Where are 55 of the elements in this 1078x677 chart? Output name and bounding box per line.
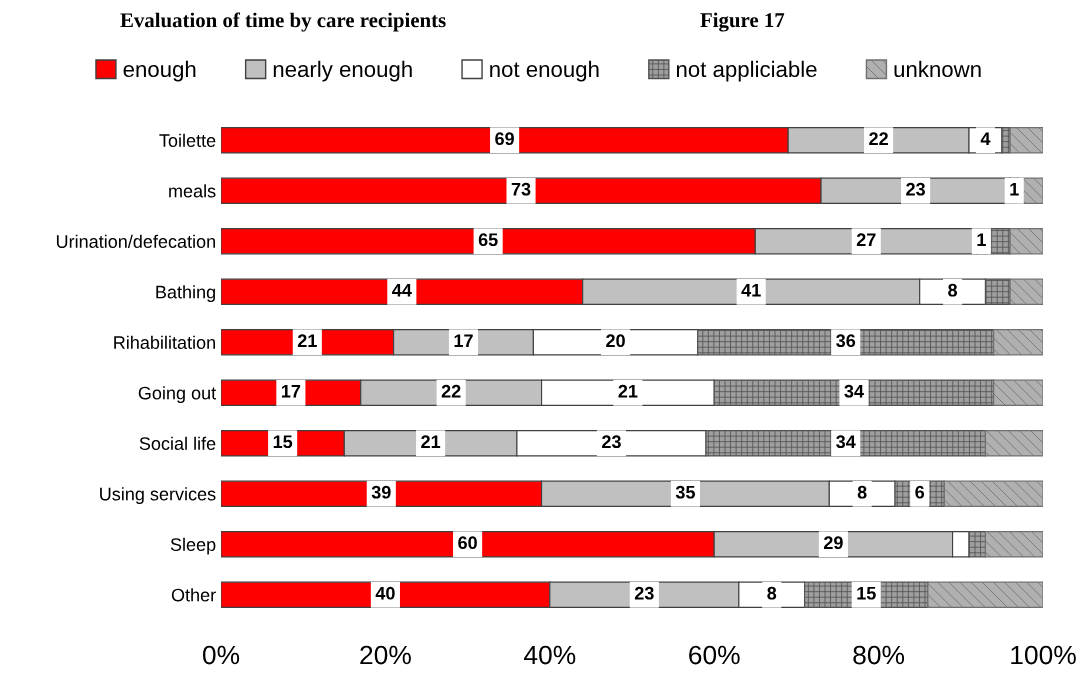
x-tick-label: 80% bbox=[853, 645, 905, 665]
data-label: 34 bbox=[844, 384, 864, 398]
data-label: 73 bbox=[511, 182, 531, 196]
x-tick-label: 100% bbox=[1011, 645, 1076, 665]
x-tick-label: 60% bbox=[689, 645, 740, 665]
data-label: 23 bbox=[602, 435, 621, 449]
data-label: 21 bbox=[421, 435, 441, 448]
data-label: 29 bbox=[823, 536, 843, 550]
legend-label: nearly enough bbox=[273, 60, 412, 82]
data-label: 4 bbox=[980, 132, 991, 145]
legend-label: unknown bbox=[894, 60, 981, 78]
y-tick-label: Sleep bbox=[170, 537, 216, 555]
data-label: 8 bbox=[767, 586, 777, 600]
y-tick-label: Bathing bbox=[156, 285, 215, 303]
data-label: 17 bbox=[454, 334, 473, 347]
data-label: 36 bbox=[836, 334, 856, 348]
data-label: 6 bbox=[915, 485, 925, 499]
data-label: 40 bbox=[375, 586, 395, 600]
caption: Figure 17 bbox=[700, 12, 785, 32]
y-tick-label: Other bbox=[171, 588, 216, 602]
x-tick-label: 40% bbox=[524, 645, 576, 665]
data-label: 21 bbox=[297, 334, 317, 347]
y-tick-label: meals bbox=[169, 184, 216, 198]
y-tick-label: Going out bbox=[138, 386, 217, 404]
data-label: 41 bbox=[741, 284, 761, 297]
data-label: 22 bbox=[869, 132, 888, 145]
data-label: 27 bbox=[856, 233, 876, 246]
data-label: 8 bbox=[948, 283, 958, 297]
data-label: 22 bbox=[441, 384, 461, 398]
legend-label: not enough bbox=[490, 60, 599, 82]
data-label: 65 bbox=[478, 233, 498, 247]
data-label: 23 bbox=[906, 182, 925, 196]
data-label: 23 bbox=[634, 586, 654, 600]
y-tick-label: Toilette bbox=[159, 133, 216, 147]
data-label: 34 bbox=[836, 435, 856, 449]
y-tick-label: Social life bbox=[139, 436, 216, 450]
x-tick-label: 0% bbox=[202, 645, 240, 665]
data-label: 15 bbox=[857, 587, 876, 600]
x-tick-label: 20% bbox=[360, 645, 411, 665]
y-tick-label: Urination/defecation bbox=[56, 234, 215, 248]
data-label: 44 bbox=[392, 284, 412, 297]
data-label: 39 bbox=[371, 485, 391, 499]
legend-label: enough bbox=[123, 60, 196, 82]
data-label: 20 bbox=[606, 334, 625, 348]
data-label: 60 bbox=[458, 536, 477, 550]
y-tick-label: Using services bbox=[100, 487, 216, 505]
data-label: 69 bbox=[495, 132, 514, 146]
data-label: 21 bbox=[618, 384, 638, 398]
data-label: 15 bbox=[273, 435, 293, 449]
data-label: 8 bbox=[857, 485, 867, 499]
chart-title: Evaluation of time by care recipients bbox=[120, 12, 446, 32]
data-label: 35 bbox=[675, 485, 695, 499]
legend-label: not appliciable bbox=[676, 60, 817, 82]
data-label: 17 bbox=[281, 385, 301, 398]
y-tick-label: Rihabilitation bbox=[114, 335, 215, 349]
